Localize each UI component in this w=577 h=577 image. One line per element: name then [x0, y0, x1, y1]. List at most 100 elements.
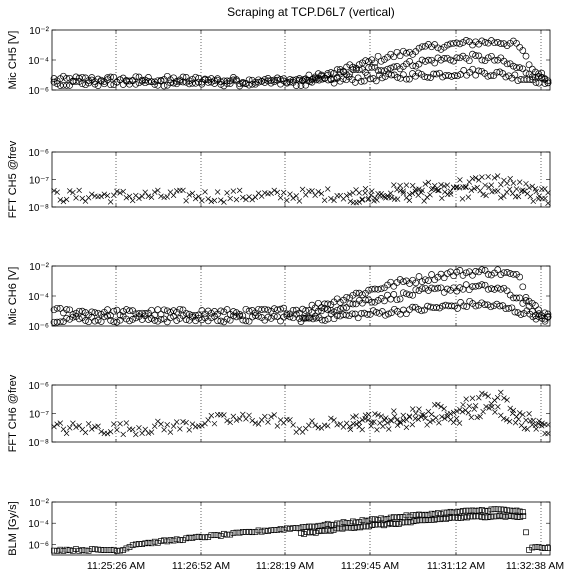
data-point: [66, 82, 74, 89]
data-point: [539, 420, 545, 427]
data-point: [107, 312, 114, 319]
x-tick-label: 11:31:12 AM: [427, 560, 485, 572]
data-point: [496, 302, 504, 310]
data-point: [412, 512, 419, 518]
data-point: [60, 548, 67, 554]
data-point: [304, 529, 310, 535]
data-point: [527, 193, 534, 200]
data-point: [472, 508, 479, 514]
data-point: [91, 309, 99, 316]
data-point: [328, 522, 334, 528]
data-point: [462, 37, 470, 44]
data-point: [223, 80, 231, 87]
data-point: [418, 278, 426, 285]
data-point: [286, 78, 294, 86]
data-point: [365, 517, 372, 524]
data-point: [400, 71, 407, 79]
data-point: [262, 190, 268, 196]
data-point: [179, 78, 187, 86]
data-point: [453, 509, 460, 515]
data-point: [522, 52, 530, 60]
data-point: [511, 71, 519, 79]
data-point: [117, 547, 123, 554]
data-point: [312, 529, 319, 536]
data-point: [132, 314, 140, 322]
data-point: [340, 519, 347, 525]
data-point: [422, 415, 429, 422]
data-point: [309, 75, 317, 83]
data-point: [459, 408, 466, 415]
data-point: [488, 506, 495, 513]
data-point: [397, 420, 404, 426]
data-point: [406, 413, 413, 419]
data-point: [421, 198, 427, 204]
data-point: [488, 285, 495, 292]
data-point: [375, 521, 381, 528]
data-point: [239, 529, 246, 535]
data-point: [333, 525, 340, 532]
data-point: [439, 413, 445, 420]
data-point: [368, 298, 376, 306]
data-point: [509, 410, 516, 417]
data-point: [360, 523, 367, 530]
data-point: [173, 419, 180, 425]
data-point: [142, 426, 148, 433]
data-point: [542, 545, 548, 551]
data-point: [104, 312, 111, 320]
data-point: [469, 271, 476, 279]
data-point: [517, 514, 524, 520]
data-point: [412, 279, 420, 287]
data-point: [145, 193, 152, 199]
data-point: [214, 317, 221, 325]
data-point: [189, 190, 196, 197]
data-point: [538, 74, 546, 81]
data-point: [170, 423, 177, 429]
data-point: [265, 419, 271, 425]
data-point: [515, 193, 522, 200]
data-point: [94, 82, 102, 89]
data-point: [372, 516, 378, 523]
data-point: [403, 75, 410, 83]
data-point: [164, 194, 171, 200]
data-point: [365, 196, 371, 203]
data-point: [271, 527, 278, 533]
data-point: [453, 415, 460, 422]
data-point: [180, 537, 186, 543]
data-point: [400, 190, 407, 196]
data-point: [362, 185, 369, 192]
y-tick-label: 10⁻⁸: [28, 438, 49, 449]
data-point: [471, 406, 478, 412]
data-point: [328, 415, 334, 422]
y-tick-label: 10⁻⁷: [29, 176, 49, 187]
data-point: [510, 180, 517, 186]
data-point: [186, 192, 193, 198]
data-point: [507, 405, 513, 412]
data-point: [415, 416, 421, 423]
data-point: [301, 531, 307, 537]
data-point: [78, 80, 86, 88]
data-point: [469, 50, 476, 58]
data-point: [385, 426, 392, 432]
data-point: [435, 187, 441, 194]
data-point: [380, 193, 386, 199]
data-point: [324, 526, 331, 533]
data-point: [164, 421, 171, 428]
data-point: [533, 426, 539, 432]
data-point: [442, 415, 448, 422]
data-point: [280, 304, 288, 312]
data-point: [520, 411, 526, 418]
data-point: [89, 426, 95, 432]
data-point: [362, 296, 369, 304]
data-point: [459, 196, 466, 202]
data-point: [472, 302, 480, 310]
data-point: [399, 289, 407, 297]
data-point: [221, 412, 227, 418]
data-point: [123, 195, 130, 201]
data-point: [186, 427, 193, 433]
data-point: [413, 410, 419, 417]
data-point: [205, 417, 211, 423]
data-point: [57, 420, 64, 426]
data-point: [434, 284, 442, 292]
data-point: [141, 310, 149, 317]
data-point: [85, 421, 92, 427]
